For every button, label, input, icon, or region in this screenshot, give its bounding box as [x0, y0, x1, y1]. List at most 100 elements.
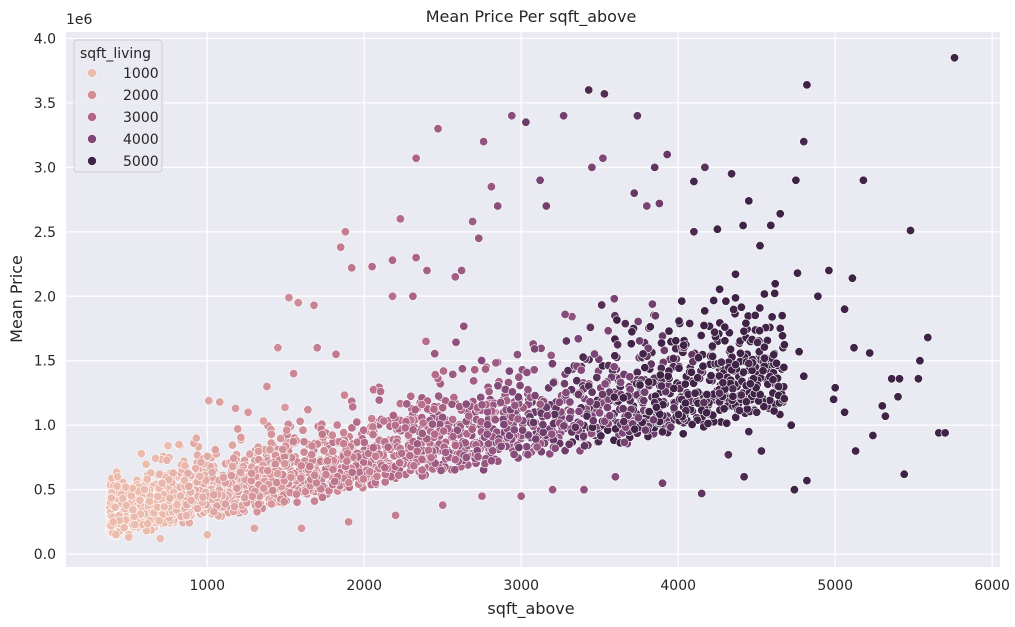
data-point — [339, 428, 349, 438]
data-point — [579, 485, 589, 495]
data-point — [303, 405, 313, 415]
data-point — [344, 517, 354, 527]
data-point — [515, 380, 525, 390]
data-point — [523, 430, 533, 440]
data-point — [111, 530, 121, 540]
data-point — [609, 362, 619, 372]
data-point — [915, 356, 925, 366]
data-point — [640, 363, 650, 373]
data-point — [387, 255, 397, 265]
data-point — [625, 372, 635, 382]
data-point — [548, 378, 558, 388]
data-point — [402, 399, 412, 409]
legend: sqft_living 1000 2000 3000 4000 5000 — [73, 39, 163, 173]
data-point — [298, 425, 308, 435]
data-point — [523, 450, 533, 460]
data-point — [252, 507, 262, 517]
data-point — [707, 341, 717, 351]
data-point — [121, 500, 131, 510]
data-point — [706, 371, 716, 381]
data-point — [813, 291, 823, 301]
data-point — [126, 491, 136, 501]
data-point — [703, 418, 713, 428]
data-point — [288, 436, 298, 446]
data-point — [280, 459, 290, 469]
data-point — [734, 405, 744, 415]
data-point — [342, 456, 352, 466]
data-point — [427, 419, 437, 429]
data-point — [159, 502, 169, 512]
data-point — [523, 385, 533, 395]
y-tick-label: 2.5 — [34, 225, 56, 241]
data-point — [858, 175, 868, 185]
data-point — [570, 422, 580, 432]
data-point — [196, 457, 206, 467]
data-point — [865, 348, 875, 358]
data-point — [829, 394, 839, 404]
data-point — [409, 461, 419, 471]
data-point — [512, 350, 522, 360]
data-point — [686, 367, 696, 377]
data-point — [677, 296, 687, 306]
data-point — [802, 80, 812, 90]
data-point — [417, 465, 427, 475]
data-point — [284, 293, 294, 303]
data-point — [678, 429, 688, 439]
data-point — [585, 397, 595, 407]
data-point — [228, 461, 238, 471]
data-point — [542, 411, 552, 421]
data-point — [397, 448, 407, 458]
data-point — [510, 400, 520, 410]
legend-label: 3000 — [123, 110, 159, 126]
data-point — [433, 124, 443, 134]
data-point — [744, 427, 754, 437]
data-point — [457, 265, 467, 275]
data-point — [477, 355, 487, 365]
data-point — [535, 175, 545, 185]
data-points — [105, 53, 959, 544]
data-point — [573, 389, 583, 399]
data-point — [612, 315, 622, 325]
data-point — [639, 396, 649, 406]
data-point — [163, 441, 173, 451]
data-point — [629, 188, 639, 198]
data-point — [182, 511, 192, 521]
data-point — [657, 478, 667, 488]
data-point — [767, 312, 777, 322]
data-point — [673, 409, 683, 419]
data-point — [727, 169, 737, 179]
data-point — [840, 304, 850, 314]
data-point — [246, 476, 256, 486]
data-point — [655, 370, 665, 380]
data-point — [273, 343, 283, 353]
data-point — [464, 411, 474, 421]
data-point — [468, 217, 478, 227]
data-point — [202, 530, 212, 540]
data-point — [668, 353, 678, 363]
data-point — [680, 379, 690, 389]
data-point — [669, 403, 679, 413]
data-point — [476, 392, 486, 402]
data-point — [756, 446, 766, 456]
data-point — [949, 53, 959, 63]
data-point — [278, 444, 288, 454]
data-point — [436, 465, 446, 475]
data-point — [547, 429, 557, 439]
data-point — [307, 441, 317, 451]
data-point — [940, 428, 950, 438]
data-point — [752, 337, 762, 347]
data-point — [352, 417, 362, 427]
data-point — [322, 456, 332, 466]
data-point — [299, 437, 309, 447]
data-point — [330, 476, 340, 486]
data-point — [372, 471, 382, 481]
data-point — [328, 446, 338, 456]
data-point — [689, 177, 699, 187]
data-point — [106, 493, 116, 503]
data-point — [769, 350, 779, 360]
data-point — [648, 415, 658, 425]
data-point — [559, 379, 569, 389]
data-point — [759, 289, 769, 299]
data-point — [153, 491, 163, 501]
data-point — [578, 431, 588, 441]
